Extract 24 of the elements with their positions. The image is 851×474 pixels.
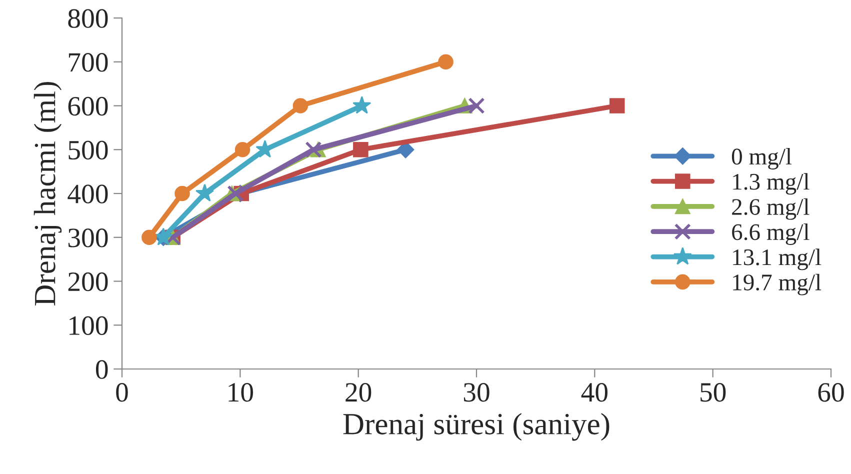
y-tick-label: 100 bbox=[70, 316, 108, 336]
y-tick-label: 300 bbox=[68, 228, 108, 248]
y-tick-label: 400 bbox=[68, 184, 108, 204]
y-tick-label: 200 bbox=[68, 272, 108, 292]
x-tick-label: 30 bbox=[464, 382, 490, 402]
x-tick-label: 20 bbox=[346, 382, 372, 402]
x-axis-title: Drenaj süresi (saniye) bbox=[343, 412, 610, 441]
x-tick-label: 60 bbox=[818, 382, 844, 402]
y-tick-label: 500 bbox=[68, 140, 108, 160]
y-tick-label: 600 bbox=[68, 96, 108, 116]
x-tick-label: 50 bbox=[700, 382, 726, 402]
x-tick-label: 40 bbox=[581, 382, 608, 402]
legend-label: 2.6 mg/l bbox=[732, 198, 810, 220]
y-axis-title: Drenaj hacmi (ml) bbox=[34, 82, 62, 306]
y-tick-label: 800 bbox=[68, 9, 108, 28]
x-tick-label: 10 bbox=[228, 382, 253, 402]
legend-label: 1.3 mg/l bbox=[733, 173, 810, 195]
x-tick-label: 0 bbox=[116, 382, 128, 402]
legend-label: 19.7 mg/l bbox=[733, 274, 822, 296]
y-tick-label: 0 bbox=[96, 360, 108, 379]
legend-label: 0 mg/l bbox=[732, 148, 792, 170]
legend-label: 13.1 mg/l bbox=[733, 248, 822, 270]
legend-label: 6.6 mg/l bbox=[732, 223, 810, 245]
y-tick-label: 700 bbox=[68, 53, 108, 72]
